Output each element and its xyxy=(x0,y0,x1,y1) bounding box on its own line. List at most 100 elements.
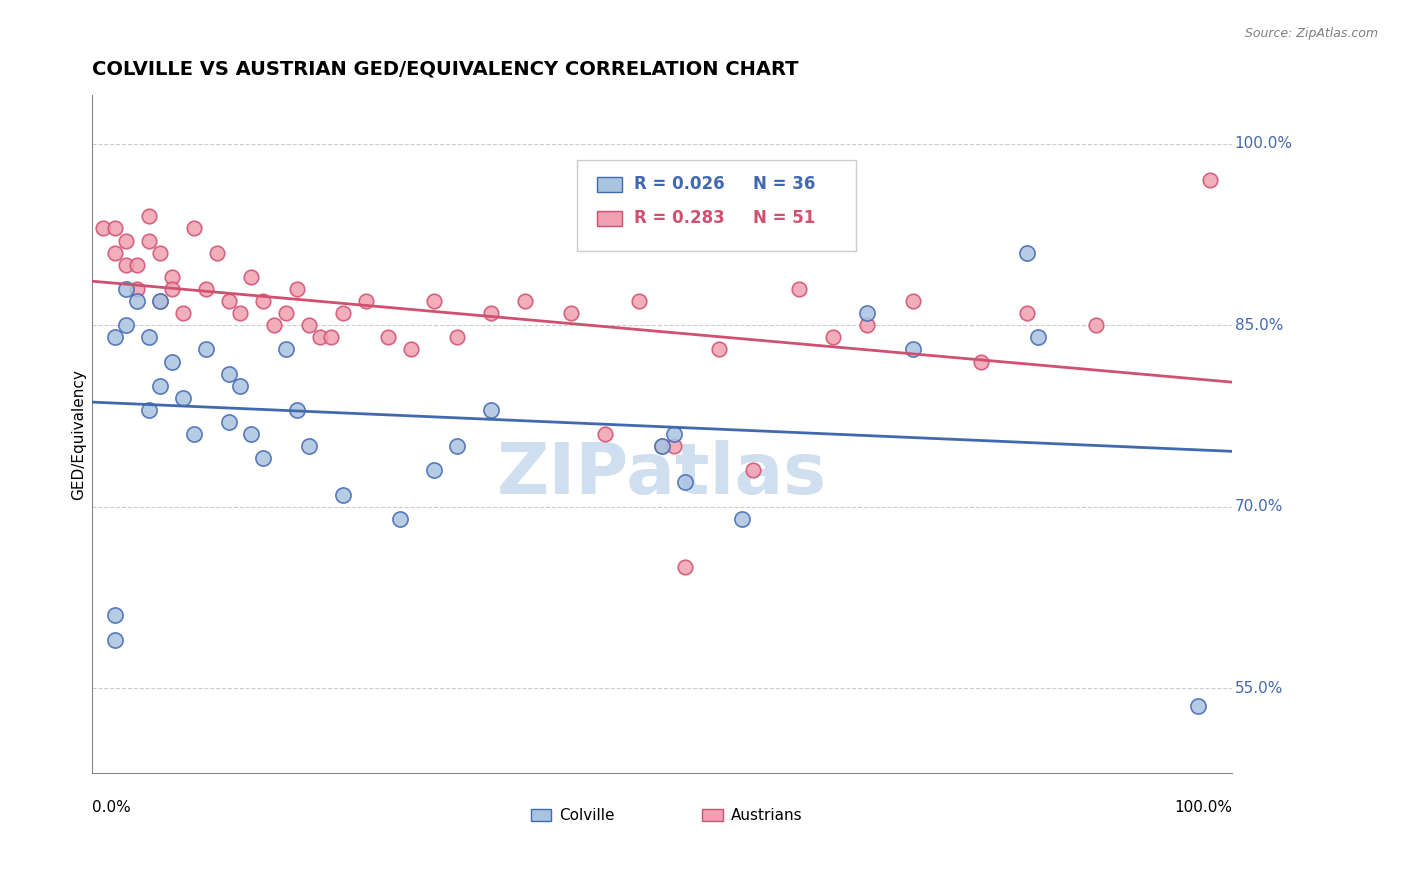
Text: R = 0.026: R = 0.026 xyxy=(634,175,724,194)
Text: 100.0%: 100.0% xyxy=(1234,136,1292,152)
Point xyxy=(160,269,183,284)
Point xyxy=(423,293,446,308)
Point xyxy=(787,282,810,296)
Text: N = 36: N = 36 xyxy=(754,175,815,194)
FancyBboxPatch shape xyxy=(576,160,856,252)
Point xyxy=(321,330,343,344)
Point xyxy=(240,269,263,284)
Point xyxy=(479,306,502,320)
Point xyxy=(104,330,127,344)
Point xyxy=(742,463,765,477)
Point xyxy=(399,343,422,357)
FancyBboxPatch shape xyxy=(531,809,551,822)
Point xyxy=(823,330,845,344)
Point xyxy=(901,343,924,357)
Text: Austrians: Austrians xyxy=(731,808,803,823)
Point xyxy=(970,354,993,368)
Point xyxy=(673,475,696,490)
Point xyxy=(194,343,217,357)
Point xyxy=(1187,699,1209,714)
Point xyxy=(263,318,285,333)
Point xyxy=(1017,306,1039,320)
Point xyxy=(332,306,354,320)
Text: Colville: Colville xyxy=(560,808,614,823)
Point xyxy=(229,378,252,392)
Point xyxy=(446,330,468,344)
Point xyxy=(560,306,582,320)
Text: 55.0%: 55.0% xyxy=(1234,681,1284,696)
Point xyxy=(240,427,263,442)
Point xyxy=(707,343,730,357)
Point xyxy=(856,306,879,320)
Point xyxy=(104,608,127,623)
Text: 85.0%: 85.0% xyxy=(1234,318,1284,333)
Point xyxy=(172,391,194,405)
Point xyxy=(172,306,194,320)
Point xyxy=(285,403,308,417)
Point xyxy=(285,282,308,296)
Point xyxy=(91,221,114,235)
Point xyxy=(651,439,673,453)
Point xyxy=(901,293,924,308)
Point xyxy=(138,403,160,417)
FancyBboxPatch shape xyxy=(598,211,623,227)
Point xyxy=(127,258,149,272)
Point xyxy=(651,439,673,453)
Point xyxy=(149,293,172,308)
Point xyxy=(104,245,127,260)
Point xyxy=(104,632,127,647)
Point xyxy=(218,293,240,308)
Point xyxy=(628,293,651,308)
Text: N = 51: N = 51 xyxy=(754,209,815,227)
Text: 0.0%: 0.0% xyxy=(91,800,131,814)
Point xyxy=(274,306,297,320)
Point xyxy=(252,451,274,466)
Point xyxy=(218,415,240,429)
Point xyxy=(138,234,160,248)
Point xyxy=(115,282,138,296)
Text: 100.0%: 100.0% xyxy=(1174,800,1233,814)
Point xyxy=(149,293,172,308)
Text: COLVILLE VS AUSTRIAN GED/EQUIVALENCY CORRELATION CHART: COLVILLE VS AUSTRIAN GED/EQUIVALENCY COR… xyxy=(91,60,799,78)
FancyBboxPatch shape xyxy=(702,809,723,822)
Point xyxy=(377,330,399,344)
Point xyxy=(354,293,377,308)
Text: 70.0%: 70.0% xyxy=(1234,500,1284,514)
Point xyxy=(138,210,160,224)
Point xyxy=(515,293,537,308)
Point xyxy=(423,463,446,477)
Point xyxy=(149,245,172,260)
Point xyxy=(229,306,252,320)
Point xyxy=(673,560,696,574)
Point xyxy=(218,367,240,381)
Point xyxy=(388,512,411,526)
Point xyxy=(252,293,274,308)
Point xyxy=(731,512,754,526)
Point xyxy=(127,282,149,296)
Point xyxy=(332,487,354,501)
Point xyxy=(856,318,879,333)
Point xyxy=(115,318,138,333)
Text: Source: ZipAtlas.com: Source: ZipAtlas.com xyxy=(1244,27,1378,40)
FancyBboxPatch shape xyxy=(598,178,623,193)
Point xyxy=(183,427,205,442)
Point xyxy=(104,221,127,235)
Point xyxy=(593,427,616,442)
Point xyxy=(446,439,468,453)
Point xyxy=(160,354,183,368)
Point xyxy=(1017,245,1039,260)
Point xyxy=(662,439,685,453)
Point xyxy=(297,439,319,453)
Point xyxy=(297,318,319,333)
Point xyxy=(662,427,685,442)
Point xyxy=(1084,318,1107,333)
Point xyxy=(138,330,160,344)
Point xyxy=(274,343,297,357)
Point xyxy=(194,282,217,296)
Point xyxy=(309,330,332,344)
Point xyxy=(115,234,138,248)
Y-axis label: GED/Equivalency: GED/Equivalency xyxy=(72,368,86,500)
Point xyxy=(183,221,205,235)
Point xyxy=(160,282,183,296)
Text: R = 0.283: R = 0.283 xyxy=(634,209,724,227)
